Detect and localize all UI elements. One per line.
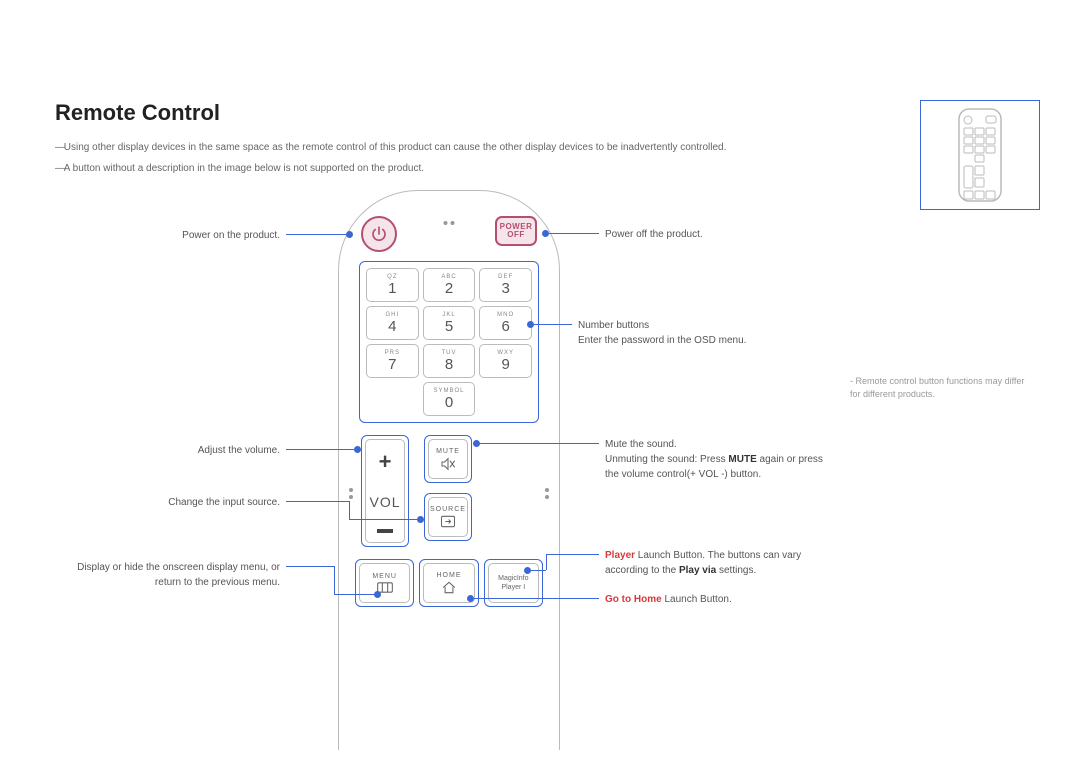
callout-change-source: Change the input source.: [65, 495, 280, 510]
volume-rocker: + VOL: [361, 435, 409, 547]
vol-label: VOL: [369, 494, 400, 510]
home-icon: [441, 581, 457, 594]
callout-mute: Mute the sound. Unmuting the sound: Pres…: [605, 437, 885, 482]
source-button: SOURCE: [424, 493, 472, 541]
sidenote: Remote control button functions may diff…: [850, 375, 1030, 400]
power-off-label-2: OFF: [507, 231, 525, 239]
numkey-3: DEF3: [479, 268, 532, 302]
callout-numbers: Number buttons Enter the password in the…: [578, 318, 878, 348]
magicinfo-label-2: Player I: [501, 584, 525, 591]
source-label: SOURCE: [430, 506, 466, 513]
numkey-7: PRS7: [366, 344, 419, 378]
callout-power-off: Power off the product.: [605, 227, 905, 242]
callout-menu: Display or hide the onscreen display men…: [15, 560, 280, 590]
callout-adjust-vol: Adjust the volume.: [65, 443, 280, 458]
remote-thumbnail: [920, 100, 1040, 210]
numkey-5: JKL5: [423, 306, 476, 340]
magicinfo-button: MagicInfo Player I: [484, 559, 543, 607]
side-dots-right: [545, 488, 549, 499]
mute-icon: [440, 457, 456, 471]
menu-button: MENU: [355, 559, 414, 607]
mute-button: MUTE: [424, 435, 472, 483]
numkey-1: QZ1: [366, 268, 419, 302]
page: Remote Control Using other display devic…: [0, 0, 1080, 176]
callout-power-on: Power on the product.: [65, 228, 280, 243]
note-2: A button without a description in the im…: [55, 161, 1025, 176]
power-on-button: [361, 216, 397, 252]
menu-row: MENU HOME MagicInfo Player I: [355, 559, 543, 607]
number-pad: QZ1 ABC2 DEF3 GHI4 JKL5 MNO6 PRS7 TUV8 W…: [359, 261, 539, 423]
callout-player: Player Launch Button. The buttons can va…: [605, 548, 885, 578]
remote-diagram: POWER OFF QZ1 ABC2 DEF3 GHI4 JKL5 MNO6 P…: [338, 190, 560, 750]
side-dots-left: [349, 488, 353, 499]
page-title: Remote Control: [55, 100, 1025, 126]
magicinfo-label-1: MagicInfo: [498, 575, 528, 582]
menu-label: MENU: [372, 573, 397, 580]
numkey-0: SYMBOL0: [423, 382, 476, 416]
numkey-8: TUV8: [423, 344, 476, 378]
numkey-4: GHI4: [366, 306, 419, 340]
numkey-9: WXY9: [479, 344, 532, 378]
callout-home: Go to Home Launch Button.: [605, 592, 885, 607]
numkey-6: MNO6: [479, 306, 532, 340]
source-icon: [440, 515, 456, 528]
home-label: HOME: [436, 572, 461, 579]
note-1: Using other display devices in the same …: [55, 140, 1025, 155]
ir-dots: [444, 221, 455, 225]
mute-label: MUTE: [436, 448, 460, 455]
vol-plus-icon: +: [379, 449, 392, 475]
power-off-button: POWER OFF: [495, 216, 537, 246]
vol-minus-icon: [377, 529, 393, 533]
numkey-2: ABC2: [423, 268, 476, 302]
